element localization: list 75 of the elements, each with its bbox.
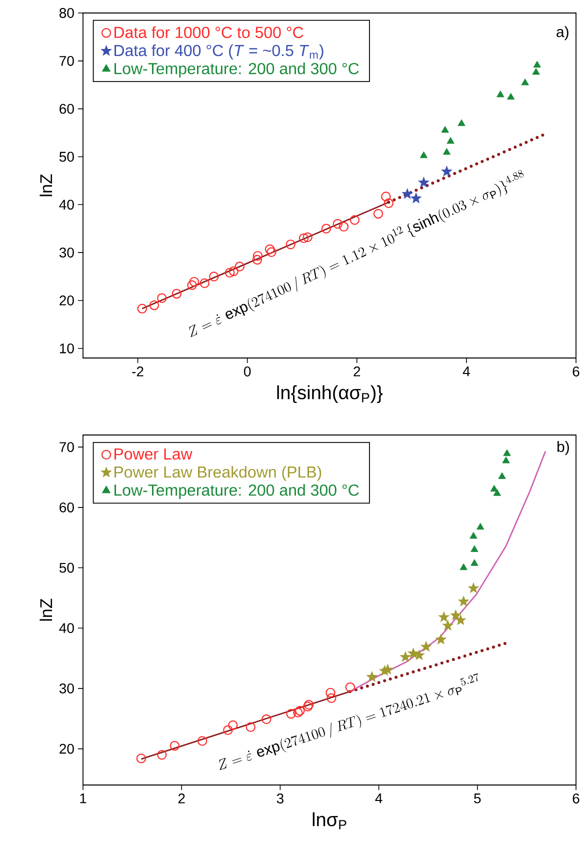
point [533,60,541,68]
legend-label: Low-Temperature: 200 and 300 °C [114,484,359,499]
point [470,545,478,552]
point [470,559,478,566]
y-tick-label: 80 [60,8,74,18]
point [170,740,180,751]
point [506,92,515,100]
x-tick-label: 2 [354,366,360,376]
point [157,750,167,760]
legend-label: Data for 400 °C (T = ~0.5 T$_{m}$) [114,44,324,60]
point [382,664,393,674]
point [521,78,529,86]
point [458,596,469,606]
point [136,754,146,764]
legend-label: Low-Temperature: 200 and 300 °C [114,62,359,78]
point [172,288,182,299]
point [137,304,148,314]
y-tick-label: 40 [59,623,74,634]
y-axis-title: lnZ [40,174,52,196]
x-tick-label: 0 [244,366,251,376]
point [493,489,501,496]
point [438,612,450,622]
point [442,148,451,155]
x-axis-title: lnσ$_{P}$ [312,812,346,830]
x-tick-label: -2 [132,366,144,376]
x-tick-label: 6 [572,366,580,376]
y-tick-label: 20 [60,296,74,306]
y-axis-title: lnZ [40,598,52,621]
point [197,736,208,746]
point [436,634,446,644]
point [498,472,506,479]
x-tick-label: 2 [178,794,185,804]
point [476,522,484,530]
legend-label: Power Law Breakdown (PLB) [114,466,322,481]
point [468,582,479,593]
x-tick-label: 1 [80,794,86,804]
y-tick-label: 60 [60,104,74,114]
point [458,119,466,126]
point [460,563,468,570]
point [496,90,504,98]
x-tick-label: 6 [572,794,580,804]
y-tick-label: 10 [60,343,74,354]
point [503,449,511,456]
annotation: a) [556,26,568,40]
y-tick-label: 30 [59,683,74,694]
x-tick-label: 4 [462,366,470,376]
y-tick-label: 20 [60,744,74,754]
x-tick-label: 5 [474,794,481,804]
point [400,652,411,662]
x-axis-title: ln{sinh(ασ$_{P}$)} [277,385,383,404]
x-tick-label: 3 [276,794,284,804]
point [502,456,510,464]
y-tick-label: 50 [59,152,74,162]
point [420,151,428,158]
y-tick-label: 70 [60,442,74,452]
point [455,614,466,625]
y-tick-label: 70 [60,56,74,66]
point [441,126,449,133]
legend-label: Power Law [114,448,192,460]
y-tick-label: 30 [59,248,74,258]
point [450,610,461,620]
legend-label: Data for 1000 °C to 500 °C [114,26,304,38]
point [149,300,160,310]
point [408,648,419,658]
point [442,620,454,630]
point [420,641,432,652]
point [532,68,540,75]
point [157,293,167,303]
point [470,532,478,539]
y-tick-label: 50 [59,562,74,573]
y-tick-label: 60 [60,502,74,512]
point [446,137,454,144]
x-tick-label: 4 [375,794,382,804]
annotation: b) [558,441,569,455]
y-tick-label: 40 [59,200,74,210]
